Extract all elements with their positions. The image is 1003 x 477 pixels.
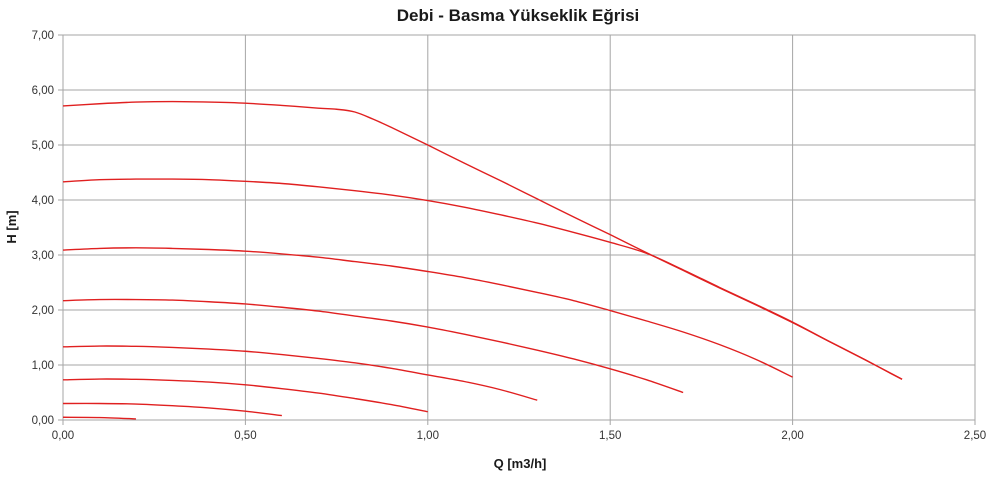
y-tick-label: 2,00 <box>32 305 54 317</box>
series-line-4 <box>62 345 538 401</box>
y-tick-label: 5,00 <box>32 140 54 152</box>
y-tick-label: 6,00 <box>32 85 54 97</box>
y-axis-label: H [m] <box>4 210 19 243</box>
series-line-6 <box>62 247 793 378</box>
x-tick-label: 1,00 <box>417 430 439 442</box>
chart-title: Debi - Basma Yükseklik Eğrisi <box>397 6 640 25</box>
x-tick-label: 1,50 <box>599 430 621 442</box>
y-tick-label: 0,00 <box>32 415 54 427</box>
series-line-7 <box>62 178 903 380</box>
series-line-5 <box>62 298 684 394</box>
y-tick-label: 4,00 <box>32 195 54 207</box>
series-line-1 <box>62 416 136 420</box>
x-axis-label: Q [m3/h] <box>494 456 547 471</box>
series-line-2 <box>62 402 282 417</box>
tick-layer: 0,00 0,50 1,00 1,50 2,00 2,50 0,00 1,00 2,00 3,00… <box>32 30 987 442</box>
x-tick-label: 2,50 <box>964 430 986 442</box>
x-tick-label: 2,00 <box>781 430 803 442</box>
curve-layer <box>62 100 903 420</box>
series-line-8 <box>62 100 903 380</box>
grid-layer <box>58 34 976 425</box>
plot-area-border <box>62 34 976 421</box>
y-tick-label: 3,00 <box>32 250 54 262</box>
y-tick-label: 7,00 <box>32 30 54 42</box>
y-tick-label: 1,00 <box>32 360 54 372</box>
series-line-3 <box>62 378 428 413</box>
x-tick-label: 0,50 <box>234 430 256 442</box>
x-tick-label: 0,00 <box>52 430 74 442</box>
